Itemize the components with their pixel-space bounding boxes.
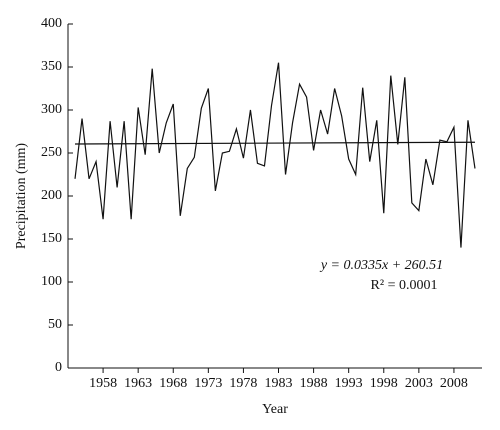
x-tick-label: 1973: [194, 376, 222, 391]
x-tick-label: 1963: [124, 376, 152, 391]
x-tick-label: 2008: [440, 376, 468, 391]
x-tick-label: 1958: [89, 376, 117, 391]
y-tick-label: 300: [41, 102, 62, 117]
y-tick-label: 350: [41, 59, 62, 74]
y-axis-label: Precipitation (mm): [14, 143, 29, 249]
x-tick-label: 1993: [335, 376, 363, 391]
y-tick-label: 150: [41, 231, 62, 246]
equation: y = 0.0335x + 260.51: [319, 258, 443, 273]
x-tick-label: 1978: [229, 376, 257, 391]
data-line: [74, 62, 476, 248]
x-tick-label: 1968: [159, 376, 187, 391]
y-tick-label: 200: [41, 188, 62, 203]
r-squared: R² = 0.0001: [371, 278, 438, 293]
x-axis-label: Year: [262, 402, 288, 417]
x-tick-label: 2003: [405, 376, 433, 391]
y-tick-label: 100: [41, 274, 62, 289]
x-tick-label: 1988: [300, 376, 328, 391]
y-tick-label: 50: [48, 317, 62, 332]
x-tick-label: 1998: [370, 376, 398, 391]
x-tick-label: 1983: [265, 376, 293, 391]
y-tick-label: 0: [55, 360, 62, 375]
trend-line: [75, 141, 475, 145]
y-tick-label: 250: [41, 145, 62, 160]
y-tick-label: 400: [41, 16, 62, 31]
